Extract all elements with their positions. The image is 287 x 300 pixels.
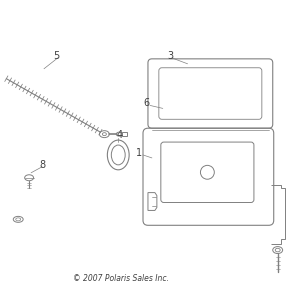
Text: 1: 1 <box>136 148 142 158</box>
Text: 6: 6 <box>143 98 149 108</box>
Text: © 2007 Polaris Sales Inc.: © 2007 Polaris Sales Inc. <box>73 274 169 283</box>
Bar <box>122 132 127 136</box>
Text: 4: 4 <box>116 130 122 140</box>
Text: 8: 8 <box>39 160 45 170</box>
Text: 5: 5 <box>53 51 59 61</box>
Text: 3: 3 <box>168 51 174 61</box>
